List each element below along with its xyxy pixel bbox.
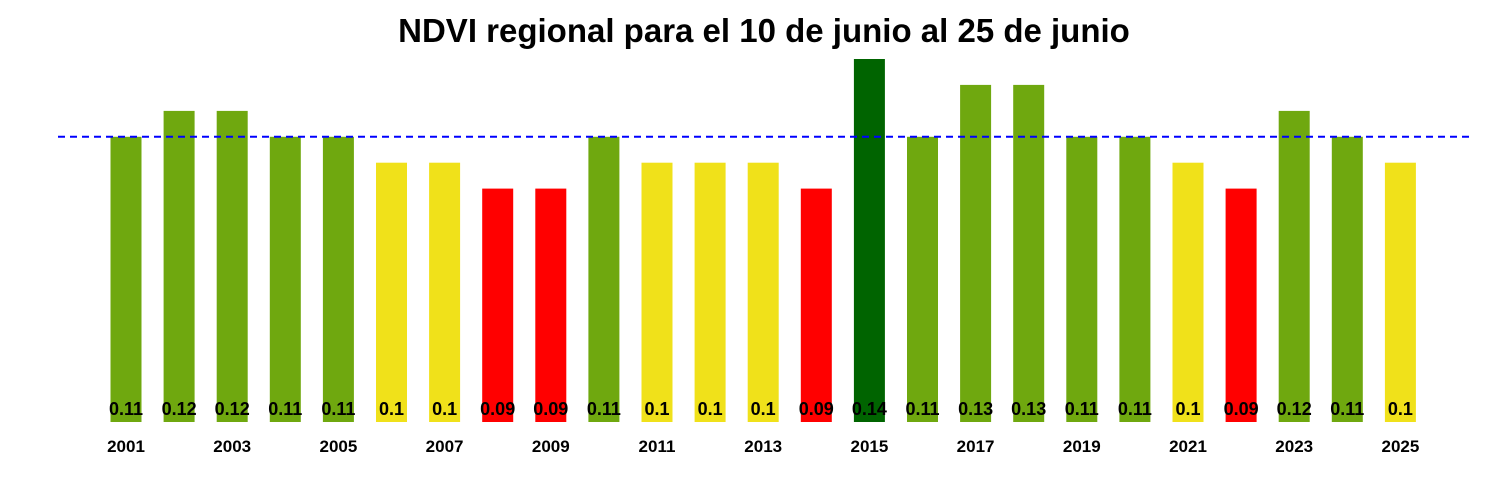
bar-value-label-2010: 0.11 xyxy=(587,399,621,419)
bar-value-label-2001: 0.11 xyxy=(109,399,143,419)
bar-value-label-2020: 0.11 xyxy=(1118,399,1152,419)
bar-2005 xyxy=(322,136,354,423)
x-tick-label-2013: 2013 xyxy=(744,437,782,456)
x-tick-label-2005: 2005 xyxy=(319,437,357,456)
bar-value-label-2012: 0.1 xyxy=(698,399,723,419)
bar-value-label-2018: 0.13 xyxy=(1011,399,1046,419)
bar-2015 xyxy=(853,59,885,422)
bar-2018 xyxy=(1013,84,1045,423)
bar-2016 xyxy=(907,136,938,423)
bar-value-label-2017: 0.13 xyxy=(958,399,993,419)
bar-value-label-2007: 0.1 xyxy=(432,399,457,419)
x-tick-label-2025: 2025 xyxy=(1381,437,1419,456)
bar-value-label-2025: 0.1 xyxy=(1388,399,1413,419)
bar-value-label-2021: 0.1 xyxy=(1175,399,1200,419)
x-tick-label-2001: 2001 xyxy=(107,437,145,456)
bar-value-label-2003: 0.12 xyxy=(215,399,250,419)
bar-value-label-2016: 0.11 xyxy=(905,399,939,419)
bar-value-label-2002: 0.12 xyxy=(162,399,197,419)
bar-2013 xyxy=(747,162,779,422)
x-tick-label-2017: 2017 xyxy=(957,437,995,456)
bar-2008 xyxy=(482,188,514,422)
bar-2025 xyxy=(1384,162,1416,422)
bar-value-label-2004: 0.11 xyxy=(268,399,302,419)
x-tick-label-2007: 2007 xyxy=(426,437,464,456)
bars-group xyxy=(110,59,1416,423)
chart-title: NDVI regional para el 10 de junio al 25 … xyxy=(398,12,1130,49)
bar-value-label-2011: 0.1 xyxy=(644,399,669,419)
bar-2023 xyxy=(1278,110,1310,423)
bar-2010 xyxy=(588,136,620,423)
bar-2004 xyxy=(269,136,301,423)
bar-value-label-2014: 0.09 xyxy=(799,399,834,419)
bar-2001 xyxy=(110,136,142,423)
bar-2014 xyxy=(800,188,832,422)
bar-2017 xyxy=(960,84,992,423)
bar-value-label-2009: 0.09 xyxy=(533,399,568,419)
bar-value-label-2013: 0.1 xyxy=(751,399,776,419)
bar-2020 xyxy=(1119,136,1151,423)
bar-value-label-2015: 0.14 xyxy=(852,399,887,419)
x-tick-labels-group: 2001 2003 2005 2007 2009 2011 2013 2015 2017 2019… xyxy=(107,437,1419,456)
x-tick-label-2011: 2011 xyxy=(639,437,676,456)
bar-2012 xyxy=(694,162,726,422)
x-tick-label-2009: 2009 xyxy=(532,437,570,456)
bar-2002 xyxy=(163,110,195,423)
bar-2009 xyxy=(535,188,567,422)
x-tick-label-2003: 2003 xyxy=(213,437,251,456)
bar-2007 xyxy=(429,162,461,422)
bar-2019 xyxy=(1066,136,1098,423)
bar-value-label-2022: 0.09 xyxy=(1224,399,1259,419)
bar-value-label-2024: 0.11 xyxy=(1330,399,1364,419)
x-tick-label-2021: 2021 xyxy=(1169,437,1207,456)
bar-2011 xyxy=(641,162,673,422)
bar-value-label-2006: 0.1 xyxy=(379,399,404,419)
bar-2024 xyxy=(1331,136,1363,423)
x-tick-label-2015: 2015 xyxy=(850,437,888,456)
x-tick-label-2019: 2019 xyxy=(1063,437,1101,456)
bar-value-label-2008: 0.09 xyxy=(480,399,515,419)
bar-value-label-2005: 0.11 xyxy=(321,399,355,419)
bar-2022 xyxy=(1225,188,1257,422)
x-tick-label-2023: 2023 xyxy=(1275,437,1313,456)
bar-2003 xyxy=(216,110,248,423)
bar-2021 xyxy=(1172,162,1204,422)
bar-labels-group: 0.11 0.12 0.12 0.11 0.11 0.1 0.1 0.09 0.09 0.11 0.… xyxy=(109,399,1413,419)
bar-value-label-2019: 0.11 xyxy=(1065,399,1099,419)
bar-value-label-2023: 0.12 xyxy=(1277,399,1312,419)
bar-2006 xyxy=(376,162,407,422)
